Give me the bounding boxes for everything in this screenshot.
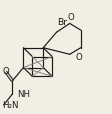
Text: H₂N: H₂N [2,101,19,110]
Text: O: O [2,67,9,76]
Text: O: O [67,13,74,22]
Text: Br: Br [57,18,67,26]
Text: O: O [75,53,81,61]
Text: NH: NH [17,90,30,99]
